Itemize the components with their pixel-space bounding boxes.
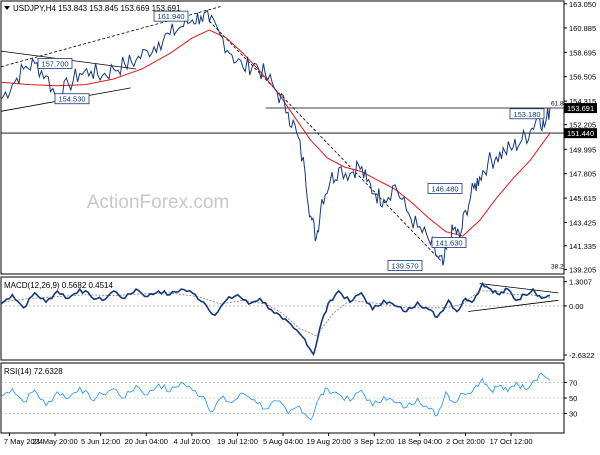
rsi-y-tick-label: 30 <box>569 410 577 419</box>
price-annotation: 157.700 <box>37 58 73 69</box>
price-annotation-box <box>431 237 467 248</box>
x-tick-label: 5 Jun 12:00 <box>81 437 120 446</box>
price-y-tick-label: 141.335 <box>569 242 596 251</box>
rsi-y-tick-label: 50 <box>569 394 577 403</box>
level-badge: 151.440 <box>564 128 597 139</box>
x-tick-label: 21 May 20:00 <box>32 437 77 446</box>
price-line <box>0 9 551 266</box>
level-badge-bg <box>564 128 597 139</box>
price-annotation-label: 141.630 <box>435 238 462 247</box>
price-y-tick-label: 145.615 <box>569 194 596 203</box>
macd-line <box>0 281 551 357</box>
price-annotation: 141.630 <box>431 237 467 248</box>
macd-y-tick-label: 1.3007 <box>569 278 592 287</box>
x-tick-label: 20 Jun 04:00 <box>125 437 168 446</box>
price-y-tick-label: 158.695 <box>569 48 596 57</box>
price-annotation-label: 153.180 <box>513 110 540 119</box>
price-annotation: 153.180 <box>509 108 545 120</box>
price-y-tick-label: 163.050 <box>569 0 596 9</box>
price-annotation-box <box>427 183 463 194</box>
macd-title: MACD(12,26,9) 0.5682 0.4514 <box>4 281 114 290</box>
price-annotation-label: 154.530 <box>58 95 85 104</box>
macd-y-tick-label: -2.6322 <box>569 351 594 360</box>
macd-signal-line <box>0 290 550 337</box>
macd-panel-frame <box>0 276 565 361</box>
x-tick-label: 18 Sep 04:00 <box>398 437 443 446</box>
price-annotation: 139.570 <box>387 260 423 271</box>
price-annotation: 161.940 <box>153 10 189 22</box>
price-y-tick-label: 149.995 <box>569 145 596 154</box>
x-tick-label: 19 Aug 20:00 <box>307 437 351 446</box>
price-title-text: USDJPY,H4 153.843 153.845 153.669 153.69… <box>13 4 181 13</box>
price-y-tick-label: 147.805 <box>569 170 596 179</box>
rsi-line <box>0 372 551 421</box>
x-tick-label: 19 Jul 12:00 <box>217 437 258 446</box>
x-tick-label: 4 Jul 20:00 <box>174 437 211 446</box>
x-tick-label: 7 May 2024 <box>4 437 43 446</box>
price-annotation-box <box>37 58 73 69</box>
price-y-tick-label: 152.205 <box>569 121 596 130</box>
price-annotation-label: 161.940 <box>157 12 184 21</box>
price-title: USDJPY,H4 153.843 153.845 153.669 153.69… <box>4 4 181 13</box>
price-annotation-box <box>153 10 189 22</box>
current-price-badge-bg <box>564 103 597 114</box>
price-y-tick-label: 154.315 <box>569 97 596 106</box>
price-annotation-box <box>509 108 545 120</box>
price-y-tick-label: 143.425 <box>569 218 596 227</box>
price-triangle-line <box>0 6 221 68</box>
x-tick-label: 17 Oct 12:00 <box>490 437 533 446</box>
x-tick-label: 3 Sep 12:00 <box>354 437 394 446</box>
price-annotation-label: 157.700 <box>41 59 68 68</box>
macd-triangle-line <box>479 283 559 294</box>
price-y-tick-label: 156.505 <box>569 73 596 82</box>
fib-label-38-2: 38.2 <box>551 264 564 271</box>
current-price-badge-text: 153.691 <box>567 104 594 113</box>
rsi-y-tick-label: 70 <box>569 378 577 387</box>
price-annotation-box <box>387 260 423 271</box>
price-annotation-box <box>54 93 90 105</box>
price-y-tick-label: 139.205 <box>569 265 596 274</box>
macd-triangle-line <box>468 299 559 312</box>
moving-average-line <box>0 29 551 237</box>
current-price-badge: 153.691 <box>564 103 597 114</box>
price-annotation-label: 139.570 <box>391 261 418 270</box>
price-annotation: 146.480 <box>427 183 463 194</box>
price-annotation-label: 146.480 <box>431 184 458 193</box>
x-tick-label: 2 Oct 20:00 <box>446 437 485 446</box>
macd-y-tick-label: 0.00 <box>569 302 584 311</box>
level-badge-text: 151.440 <box>567 129 594 138</box>
rsi-title: RSI(14) 72.6328 <box>4 367 63 376</box>
dropdown-triangle-icon <box>4 6 10 10</box>
fib-label-61-8: 61.8 <box>551 100 564 107</box>
price-y-tick-label: 160.885 <box>569 24 596 33</box>
x-tick-label: 5 Aug 04:00 <box>263 437 303 446</box>
watermark: ActionForex.com <box>87 192 230 213</box>
price-annotation: 154.530 <box>54 93 90 105</box>
